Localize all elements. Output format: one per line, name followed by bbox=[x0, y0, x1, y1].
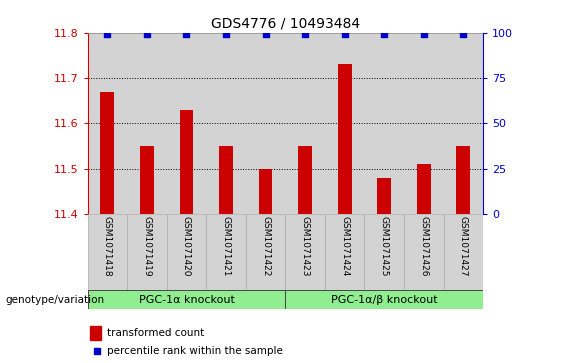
Bar bbox=[444, 33, 483, 214]
Point bbox=[380, 32, 389, 37]
Bar bbox=[140, 146, 154, 214]
Bar bbox=[88, 290, 285, 309]
Bar bbox=[127, 33, 167, 214]
Text: percentile rank within the sample: percentile rank within the sample bbox=[107, 346, 283, 356]
Bar bbox=[444, 214, 483, 290]
Bar bbox=[457, 146, 470, 214]
Point bbox=[103, 32, 112, 37]
Bar bbox=[127, 214, 167, 290]
Bar bbox=[285, 33, 325, 214]
Point bbox=[459, 32, 468, 37]
Text: GSM1071425: GSM1071425 bbox=[380, 216, 389, 277]
Text: GSM1071419: GSM1071419 bbox=[142, 216, 151, 277]
Point bbox=[261, 32, 270, 37]
Bar bbox=[325, 214, 364, 290]
Bar bbox=[167, 214, 206, 290]
Bar bbox=[404, 214, 444, 290]
Point bbox=[301, 32, 310, 37]
Bar bbox=[88, 214, 127, 290]
Bar bbox=[101, 92, 114, 214]
Bar bbox=[285, 214, 325, 290]
Point bbox=[419, 32, 428, 37]
Bar bbox=[206, 33, 246, 214]
Point bbox=[340, 32, 349, 37]
Bar bbox=[364, 33, 404, 214]
Text: GSM1071426: GSM1071426 bbox=[419, 216, 428, 277]
Bar bbox=[259, 169, 272, 214]
Bar bbox=[377, 178, 391, 214]
Bar bbox=[206, 214, 246, 290]
Text: GSM1071423: GSM1071423 bbox=[301, 216, 310, 277]
Point bbox=[221, 32, 231, 37]
Bar bbox=[88, 33, 127, 214]
Text: GSM1071421: GSM1071421 bbox=[221, 216, 231, 277]
Bar bbox=[285, 290, 483, 309]
Point bbox=[142, 32, 151, 37]
Bar bbox=[325, 33, 364, 214]
Bar bbox=[298, 146, 312, 214]
Point bbox=[93, 348, 102, 354]
Bar bbox=[167, 33, 206, 214]
Bar bbox=[246, 33, 285, 214]
Text: GSM1071427: GSM1071427 bbox=[459, 216, 468, 277]
Bar bbox=[219, 146, 233, 214]
Text: PGC-1α/β knockout: PGC-1α/β knockout bbox=[331, 295, 437, 305]
Text: transformed count: transformed count bbox=[107, 328, 205, 338]
Bar bbox=[364, 214, 404, 290]
Point bbox=[182, 32, 191, 37]
Bar bbox=[246, 214, 285, 290]
Title: GDS4776 / 10493484: GDS4776 / 10493484 bbox=[211, 16, 360, 30]
Text: GSM1071422: GSM1071422 bbox=[261, 216, 270, 277]
Text: GSM1071424: GSM1071424 bbox=[340, 216, 349, 277]
Bar bbox=[417, 164, 431, 214]
Text: GSM1071418: GSM1071418 bbox=[103, 216, 112, 277]
Text: PGC-1α knockout: PGC-1α knockout bbox=[138, 295, 234, 305]
Bar bbox=[180, 110, 193, 214]
Bar bbox=[338, 65, 351, 214]
Text: GSM1071420: GSM1071420 bbox=[182, 216, 191, 277]
Bar bbox=[404, 33, 444, 214]
Text: genotype/variation: genotype/variation bbox=[6, 295, 105, 305]
